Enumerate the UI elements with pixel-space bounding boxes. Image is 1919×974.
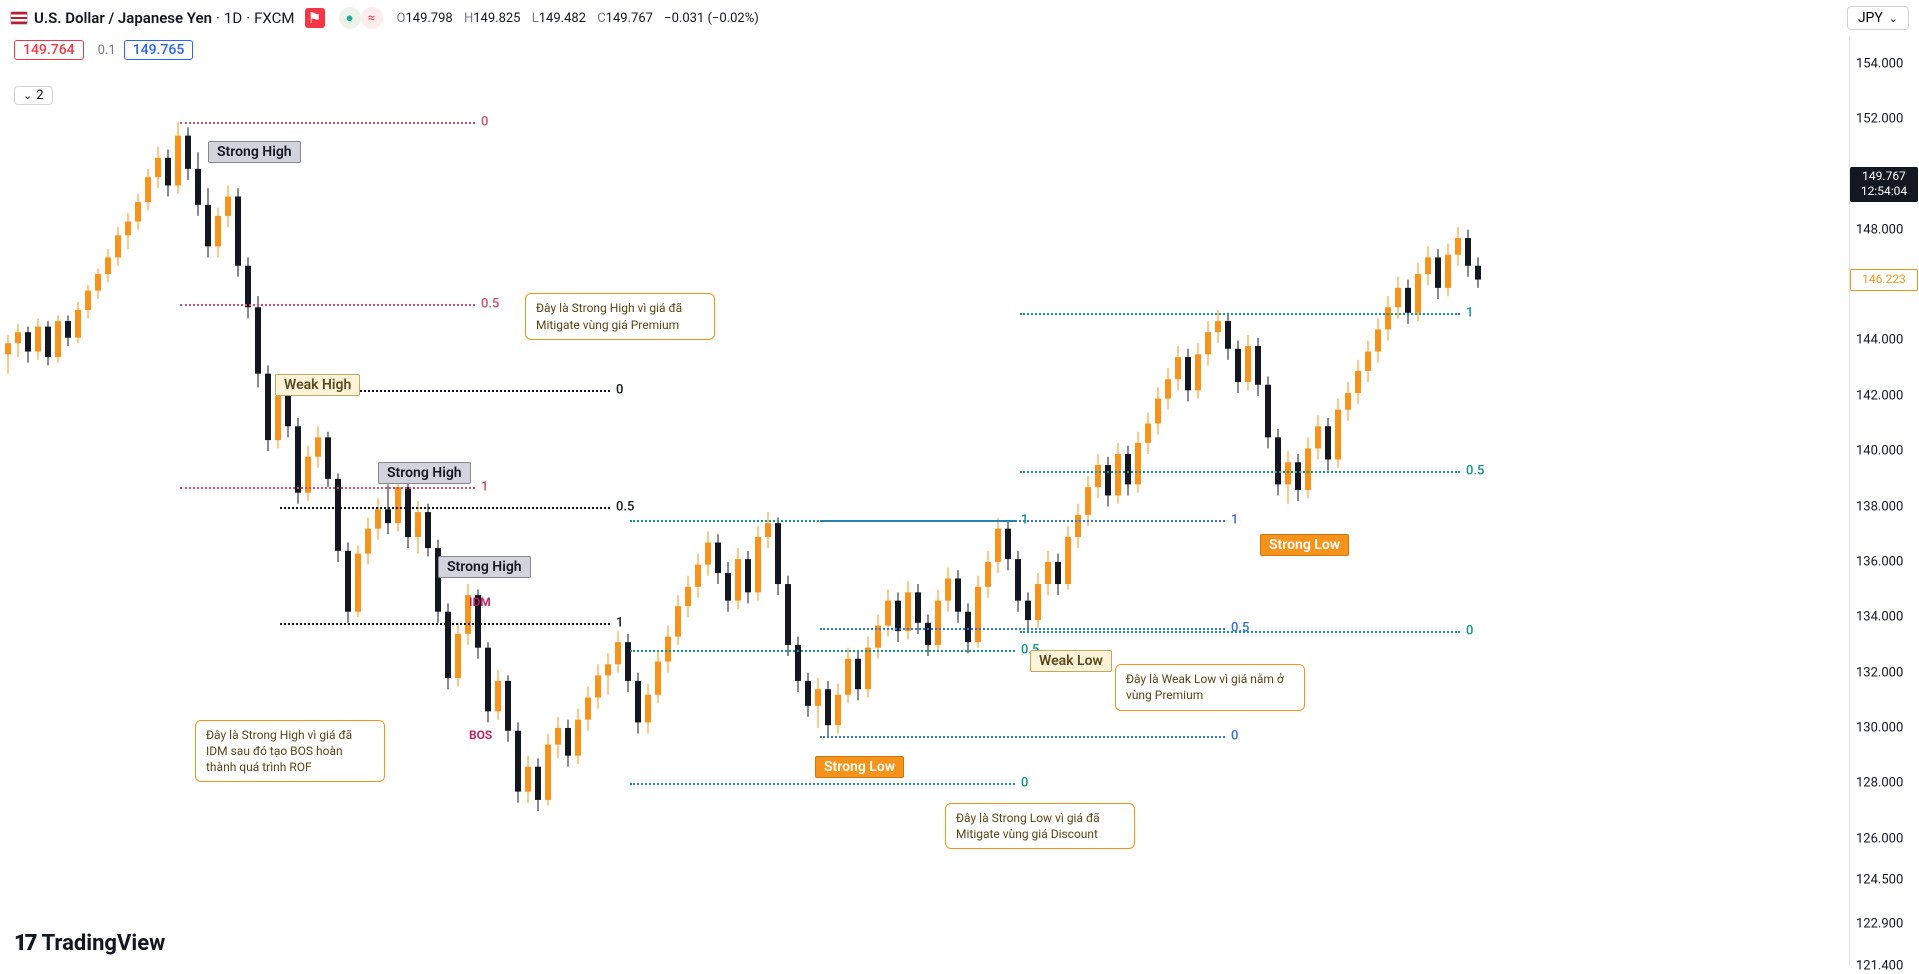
ohlc-readout: O149.798 H149.825 L149.482 C149.767 −0.0… bbox=[397, 11, 759, 26]
currency-select[interactable]: JPY ⌄ bbox=[1847, 6, 1909, 30]
fib-level-line[interactable] bbox=[180, 122, 475, 124]
y-tick-label: 126.000 bbox=[1856, 831, 1903, 846]
price-marker-value: 149.767 bbox=[1854, 169, 1914, 185]
swing-label[interactable]: Strong Low bbox=[815, 756, 904, 778]
fib-level-line[interactable] bbox=[630, 783, 1015, 785]
fib-level-line[interactable] bbox=[820, 520, 1225, 522]
annotation-text: BOS bbox=[469, 728, 492, 742]
callout-box[interactable]: Đây là Weak Low vì giá nằm ở vùng Premiu… bbox=[1115, 664, 1305, 710]
flag-icon bbox=[10, 11, 28, 25]
swing-label[interactable]: Weak Low bbox=[1030, 650, 1112, 672]
fib-level-label: 0.5 bbox=[616, 499, 634, 514]
fib-level-line[interactable] bbox=[1020, 313, 1460, 315]
y-tick-label: 152.000 bbox=[1856, 112, 1903, 127]
broker-label: FXCM bbox=[254, 9, 294, 27]
fib-level-line[interactable] bbox=[180, 304, 475, 306]
status-approx-icon: ≈ bbox=[361, 7, 383, 29]
swing-label[interactable]: Strong Low bbox=[1260, 534, 1349, 556]
y-tick-label: 122.900 bbox=[1856, 917, 1903, 932]
fib-level-line[interactable] bbox=[280, 623, 610, 625]
chevron-down-icon: ⌄ bbox=[1889, 12, 1898, 25]
y-tick-label: 134.000 bbox=[1856, 610, 1903, 625]
y-tick-label: 138.000 bbox=[1856, 499, 1903, 514]
flag-indicator-icon[interactable]: ⚑ bbox=[305, 8, 325, 28]
fib-level-line[interactable] bbox=[1020, 631, 1460, 633]
fib-level-label: 0.5 bbox=[1466, 463, 1484, 478]
y-tick-label: 124.500 bbox=[1856, 873, 1903, 888]
y-tick-label: 128.000 bbox=[1856, 776, 1903, 791]
timeframe-label: 1D bbox=[224, 9, 242, 27]
y-tick-label: 136.000 bbox=[1856, 554, 1903, 569]
annotation-text: IDM bbox=[469, 595, 491, 609]
tradingview-logo: 17 TradingView bbox=[14, 931, 165, 956]
fib-level-label: 0 bbox=[1231, 729, 1238, 744]
fib-level-label: 0 bbox=[616, 383, 623, 398]
candles-layer bbox=[0, 36, 1849, 966]
y-tick-label: 148.000 bbox=[1856, 222, 1903, 237]
fib-level-label: 1 bbox=[616, 615, 623, 630]
tv-mark-icon: 17 bbox=[14, 931, 36, 956]
price-axis[interactable]: 154.000 152.000 148.000 144.000 142.000 140.0… bbox=[1849, 36, 1919, 966]
fib-level-label: 0 bbox=[481, 114, 488, 129]
fib-level-line[interactable] bbox=[630, 650, 1015, 652]
callout-box[interactable]: Đây là Strong High vì giá đã Mitigate vù… bbox=[525, 293, 715, 339]
fib-level-label: 0 bbox=[1466, 624, 1473, 639]
y-tick-label: 132.000 bbox=[1856, 665, 1903, 680]
fib-level-label: 0.5 bbox=[481, 297, 499, 312]
countdown: 12:54:04 bbox=[1854, 184, 1914, 200]
symbol-title[interactable]: U.S. Dollar / Japanese Yen bbox=[34, 9, 212, 27]
fib-level-line[interactable] bbox=[180, 487, 475, 489]
swing-label[interactable]: Strong High bbox=[378, 462, 471, 484]
swing-label[interactable]: Weak High bbox=[275, 374, 360, 396]
last-price-marker: 146.223 bbox=[1850, 269, 1918, 291]
fib-level-label: 1 bbox=[1466, 305, 1473, 320]
y-tick-label: 142.000 bbox=[1856, 388, 1903, 403]
swing-label[interactable]: Strong High bbox=[438, 556, 531, 578]
status-dot-icon: ● bbox=[339, 7, 361, 29]
fib-level-line[interactable] bbox=[280, 507, 610, 509]
chart-pane[interactable]: 00.5100.5110.5010.5010.50Strong HighWeak… bbox=[0, 36, 1849, 966]
current-price-marker: 149.76712:54:04 bbox=[1850, 167, 1918, 202]
fib-level-label: 0 bbox=[1021, 776, 1028, 791]
fib-level-line[interactable] bbox=[820, 736, 1225, 738]
callout-box[interactable]: Đây là Strong Low vì giá đã Mitigate vùn… bbox=[945, 803, 1135, 849]
fib-level-line[interactable] bbox=[820, 628, 1225, 630]
fib-level-label: 1 bbox=[1231, 513, 1238, 528]
y-tick-label: 154.000 bbox=[1856, 56, 1903, 71]
fib-level-label: 1 bbox=[481, 480, 488, 495]
callout-box[interactable]: Đây là Strong High vì giá đã IDM sau đó … bbox=[195, 720, 385, 783]
chart-header: U.S. Dollar / Japanese Yen · 1D · FXCM ⚑… bbox=[0, 0, 1919, 36]
fib-level-line[interactable] bbox=[1020, 471, 1460, 473]
y-tick-label: 144.000 bbox=[1856, 333, 1903, 348]
y-tick-label: 130.000 bbox=[1856, 720, 1903, 735]
y-tick-label: 140.000 bbox=[1856, 444, 1903, 459]
swing-label[interactable]: Strong High bbox=[208, 141, 301, 163]
y-tick-label: 121.400 bbox=[1856, 959, 1903, 974]
fib-level-label: 0.5 bbox=[1231, 621, 1249, 636]
